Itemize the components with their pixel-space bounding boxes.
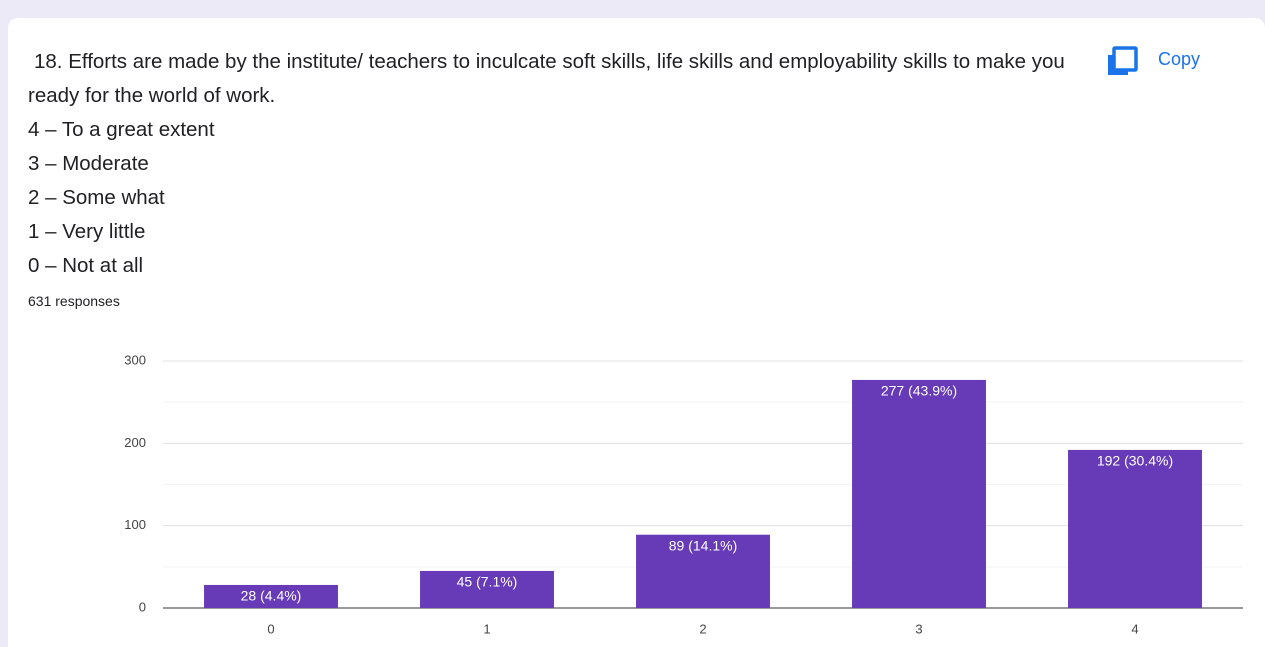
- question-title: 18. Efforts are made by the institute/ t…: [28, 50, 1065, 107]
- x-tick-label: 0: [267, 621, 274, 636]
- y-tick-label: 0: [139, 599, 146, 614]
- y-tick-label: 100: [124, 517, 146, 532]
- copy-icon[interactable]: [1108, 46, 1138, 75]
- icon-part: [1108, 71, 1128, 75]
- x-tick-label: 4: [1131, 621, 1138, 636]
- option: 0 – Not at all: [28, 254, 144, 277]
- option: 2 – Some what: [28, 186, 165, 209]
- y-tick-label: 300: [124, 352, 146, 367]
- data-label: 192 (30.4%): [1097, 453, 1173, 469]
- data-label: 45 (7.1%): [457, 574, 518, 590]
- bar: [852, 379, 986, 608]
- question: 18. Efforts are made by the institute/ t…: [28, 45, 1088, 283]
- option: 1 – Very little: [28, 220, 146, 243]
- x-tick-label: 3: [915, 621, 922, 636]
- data-label: 28 (4.4%): [241, 588, 302, 604]
- copy-button[interactable]: Copy: [1158, 49, 1201, 69]
- option: 3 – Moderate: [28, 152, 149, 175]
- x-tick-label: 2: [699, 621, 706, 636]
- bar: [204, 584, 338, 608]
- data-label: 89 (14.1%): [669, 537, 737, 553]
- bar: [420, 570, 554, 608]
- option: 4 – To a great extent: [28, 118, 215, 141]
- y-tick-label: 200: [124, 435, 146, 450]
- icon-part: [1112, 46, 1138, 72]
- bar: [636, 534, 770, 608]
- bar: [1068, 449, 1202, 608]
- data-label: 277 (43.9%): [881, 383, 957, 399]
- icon-part: [1108, 55, 1114, 75]
- response-count: 631 responses: [28, 293, 120, 309]
- x-tick-label: 1: [483, 621, 490, 636]
